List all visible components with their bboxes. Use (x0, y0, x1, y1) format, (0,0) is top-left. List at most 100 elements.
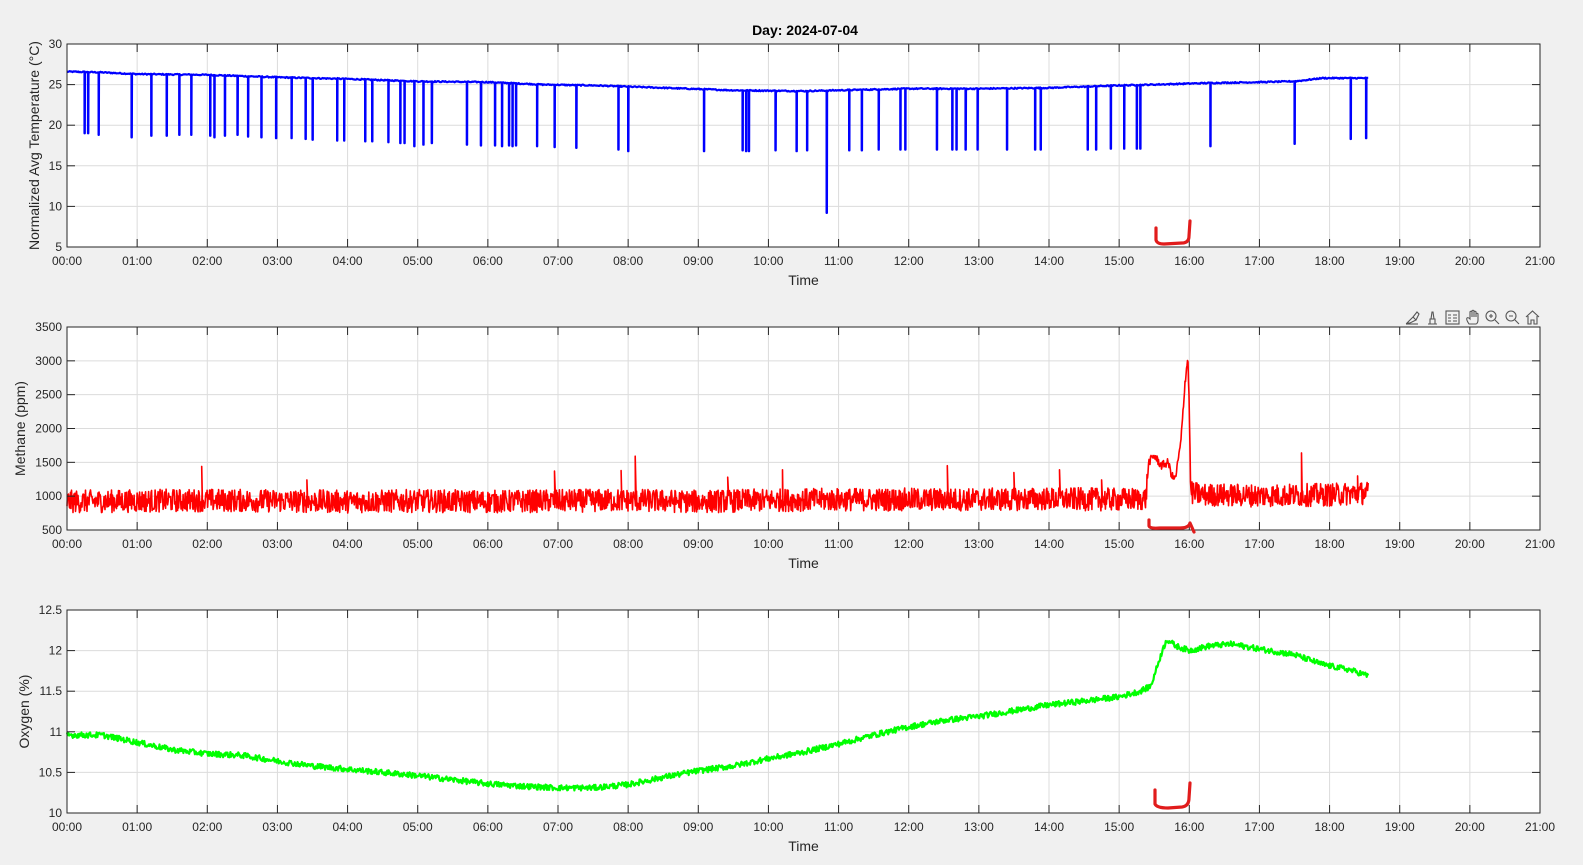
x-tick-label: 13:00 (964, 254, 994, 268)
oxygen-y-ticks: 10 10.5 11 11.5 12 12.5 (39, 603, 1540, 820)
annotation-mark-oxygen (1153, 781, 1192, 810)
x-tick-label: 17:00 (1244, 820, 1274, 834)
x-tick-label: 20:00 (1455, 537, 1485, 551)
x-tick-label: 12:00 (894, 537, 924, 551)
zoom-in-icon[interactable] (1484, 309, 1501, 326)
y-tick-label: 500 (42, 523, 62, 537)
x-tick-label: 10:00 (753, 820, 783, 834)
y-tick-label: 15 (49, 159, 63, 173)
y-tick-label: 20 (49, 118, 63, 132)
x-tick-label: 00:00 (52, 254, 82, 268)
oxygen-plot-area (67, 610, 1540, 813)
oxygen-x-ticks: 00:00 01:00 02:00 03:00 04:00 05:00 06:00 07:00… (52, 610, 1555, 834)
x-tick-label: 01:00 (122, 820, 152, 834)
x-tick-label: 18:00 (1315, 537, 1345, 551)
x-tick-label: 19:00 (1385, 820, 1415, 834)
methane-x-axis-label: Time (788, 555, 819, 571)
x-tick-label: 13:00 (964, 820, 994, 834)
x-tick-label: 09:00 (683, 254, 713, 268)
y-tick-label: 12.5 (39, 603, 63, 617)
x-tick-label: 07:00 (543, 254, 573, 268)
x-tick-label: 19:00 (1385, 254, 1415, 268)
home-icon[interactable] (1524, 309, 1541, 326)
y-tick-label: 5 (55, 240, 62, 254)
x-tick-label: 06:00 (473, 537, 503, 551)
temperature-axes[interactable]: 00:00 01:00 02:00 03:00 04:00 05:00 06:00 07:00… (26, 37, 1555, 288)
x-tick-label: 09:00 (683, 537, 713, 551)
x-tick-label: 18:00 (1315, 820, 1345, 834)
x-tick-label: 13:00 (964, 537, 994, 551)
x-tick-label: 04:00 (333, 254, 363, 268)
y-tick-label: 3500 (35, 320, 62, 334)
y-tick-label: 1500 (35, 455, 62, 469)
temperature-x-ticks: 00:00 01:00 02:00 03:00 04:00 05:00 06:00 07:00… (52, 44, 1555, 268)
x-tick-label: 17:00 (1244, 537, 1274, 551)
methane-x-ticks: 00:00 01:00 02:00 03:00 04:00 05:00 06:00 07:00… (52, 327, 1555, 551)
x-tick-label: 00:00 (52, 537, 82, 551)
x-tick-label: 15:00 (1104, 254, 1134, 268)
zoom-out-icon[interactable] (1504, 309, 1521, 326)
x-tick-label: 11:00 (824, 254, 853, 268)
x-tick-label: 12:00 (894, 820, 924, 834)
x-tick-label: 16:00 (1174, 254, 1204, 268)
x-tick-label: 10:00 (753, 254, 783, 268)
methane-y-axis-label: Methane (ppm) (12, 381, 28, 476)
temperature-title: Day: 2024-07-04 (752, 22, 858, 38)
x-tick-label: 14:00 (1034, 537, 1064, 551)
x-tick-label: 21:00 (1525, 537, 1555, 551)
x-tick-label: 15:00 (1104, 537, 1134, 551)
temperature-axes-box (66, 43, 1541, 248)
y-tick-label: 3000 (35, 354, 62, 368)
x-tick-label: 09:00 (683, 820, 713, 834)
x-tick-label: 08:00 (613, 254, 643, 268)
x-tick-label: 14:00 (1034, 254, 1064, 268)
y-tick-label: 1000 (35, 489, 62, 503)
y-tick-label: 2500 (35, 388, 62, 402)
x-tick-label: 11:00 (824, 820, 853, 834)
legend-icon[interactable] (1444, 309, 1461, 326)
x-tick-label: 08:00 (613, 537, 643, 551)
oxygen-y-axis-label: Oxygen (%) (16, 675, 32, 749)
brush-icon[interactable] (1404, 309, 1421, 326)
annotation-mark-methane (1147, 518, 1196, 534)
y-tick-label: 11 (50, 725, 63, 739)
pan-icon[interactable] (1464, 309, 1481, 326)
temperature-y-ticks: 5 10 15 20 25 30 (49, 37, 1540, 254)
x-tick-label: 16:00 (1174, 820, 1204, 834)
temperature-y-axis-label: Normalized Avg Temperature (°C) (26, 41, 42, 250)
annotation-marks (1147, 219, 1196, 810)
x-tick-label: 04:00 (333, 537, 363, 551)
y-tick-label: 25 (49, 78, 63, 92)
x-tick-label: 07:00 (543, 537, 573, 551)
y-tick-label: 10 (49, 806, 63, 820)
x-tick-label: 05:00 (403, 537, 433, 551)
methane-axes[interactable]: 00:00 01:00 02:00 03:00 04:00 05:00 06:00 07:00… (12, 320, 1555, 571)
x-tick-label: 12:00 (894, 254, 924, 268)
x-tick-label: 06:00 (473, 820, 503, 834)
methane-y-ticks: 500 1000 1500 2000 2500 3000 3500 (35, 320, 1540, 537)
x-tick-label: 16:00 (1174, 537, 1204, 551)
x-tick-label: 06:00 (473, 254, 503, 268)
temperature-x-axis-label: Time (788, 272, 819, 288)
x-tick-label: 14:00 (1034, 820, 1064, 834)
x-tick-label: 02:00 (192, 537, 222, 551)
x-tick-label: 20:00 (1455, 820, 1485, 834)
y-tick-label: 11.5 (40, 684, 63, 698)
y-tick-label: 30 (49, 37, 63, 51)
x-tick-label: 03:00 (262, 537, 292, 551)
x-tick-label: 10:00 (753, 537, 783, 551)
x-tick-label: 01:00 (122, 537, 152, 551)
x-tick-label: 15:00 (1104, 820, 1134, 834)
temperature-series-line (66, 70, 1369, 214)
x-tick-label: 04:00 (333, 820, 363, 834)
x-tick-label: 05:00 (403, 820, 433, 834)
x-tick-label: 03:00 (262, 254, 292, 268)
data-tip-icon[interactable] (1424, 309, 1441, 326)
y-tick-label: 10.5 (39, 765, 63, 779)
x-tick-label: 17:00 (1244, 254, 1274, 268)
methane-series-line (66, 359, 1369, 514)
oxygen-series-line (65, 639, 1370, 792)
oxygen-axes[interactable]: 00:00 01:00 02:00 03:00 04:00 05:00 06:00 07:00… (16, 603, 1555, 854)
y-tick-label: 12 (49, 644, 63, 658)
x-tick-label: 02:00 (192, 254, 222, 268)
